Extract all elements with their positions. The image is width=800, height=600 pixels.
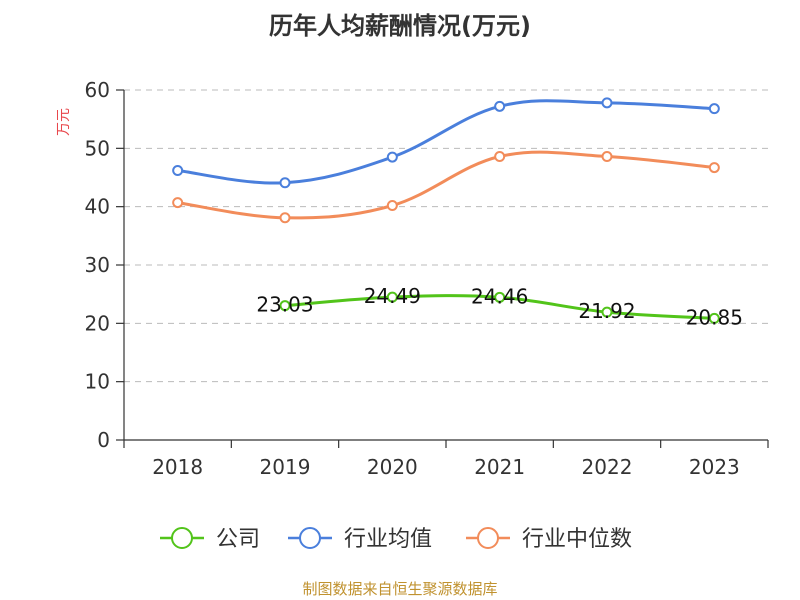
legend-item[interactable]: 行业中位数 (466, 527, 632, 552)
series-group (172, 97, 720, 324)
data-point (494, 151, 506, 162)
data-point (601, 97, 613, 109)
data-point (279, 212, 291, 224)
data-labels: 23.03 24.49 24.46 21.92 20.85 (256, 284, 743, 329)
data-point (708, 103, 720, 115)
chart-title: 历年人均薪酬情况(万元) (269, 12, 531, 40)
data-point (494, 100, 506, 112)
data-point (494, 291, 506, 303)
data-label: 23.03 (256, 293, 313, 317)
data-label: 24.49 (364, 284, 421, 308)
legend-marker (171, 527, 193, 549)
x-tick-label: 2023 (689, 455, 740, 479)
legend-item[interactable]: 公司 (160, 527, 260, 552)
y-axis-label: 万元 (56, 108, 72, 136)
y-tick-label: 30 (85, 253, 110, 277)
x-ticks: 2018 2019 2020 2021 2022 2023 (123, 440, 769, 479)
source-note: 制图数据来自恒生聚源数据库 (302, 580, 497, 598)
x-tick-label: 2021 (474, 455, 525, 479)
data-label: 24.46 (471, 284, 528, 308)
data-point (172, 165, 184, 176)
data-point (708, 162, 720, 174)
legend-item[interactable]: 行业均值 (288, 527, 432, 552)
y-tick-label: 60 (85, 78, 110, 102)
series-line-1 (177, 99, 715, 185)
legend-label: 行业中位数 (522, 527, 632, 552)
x-tick-label: 2020 (367, 455, 418, 479)
legend-marker (477, 527, 499, 549)
y-tick-label: 20 (85, 311, 110, 335)
y-ticks: 0 10 20 30 40 50 60 (85, 78, 124, 452)
data-point (172, 197, 184, 209)
data-point (279, 300, 291, 312)
y-tick-label: 0 (97, 428, 110, 452)
x-tick-label: 2022 (582, 455, 633, 479)
data-point (386, 291, 398, 303)
legend-marker (299, 527, 321, 549)
data-point (601, 306, 613, 318)
y-tick-label: 40 (85, 195, 110, 219)
data-point (601, 151, 613, 162)
series-line-2 (177, 150, 715, 220)
data-point (279, 177, 291, 189)
legend[interactable]: 公司 行业均值 行业中位数 (160, 527, 632, 552)
data-label: 21.92 (578, 299, 635, 323)
x-tick-label: 2019 (260, 455, 311, 479)
grid (124, 89, 768, 383)
data-point (386, 151, 398, 163)
data-point (386, 200, 398, 211)
data-label: 20.85 (686, 305, 743, 329)
legend-label: 行业均值 (344, 527, 432, 552)
x-tick-label: 2018 (152, 455, 203, 479)
y-tick-label: 50 (85, 136, 110, 160)
legend-label: 公司 (216, 527, 260, 552)
data-point (708, 312, 720, 324)
y-tick-label: 10 (85, 370, 110, 394)
